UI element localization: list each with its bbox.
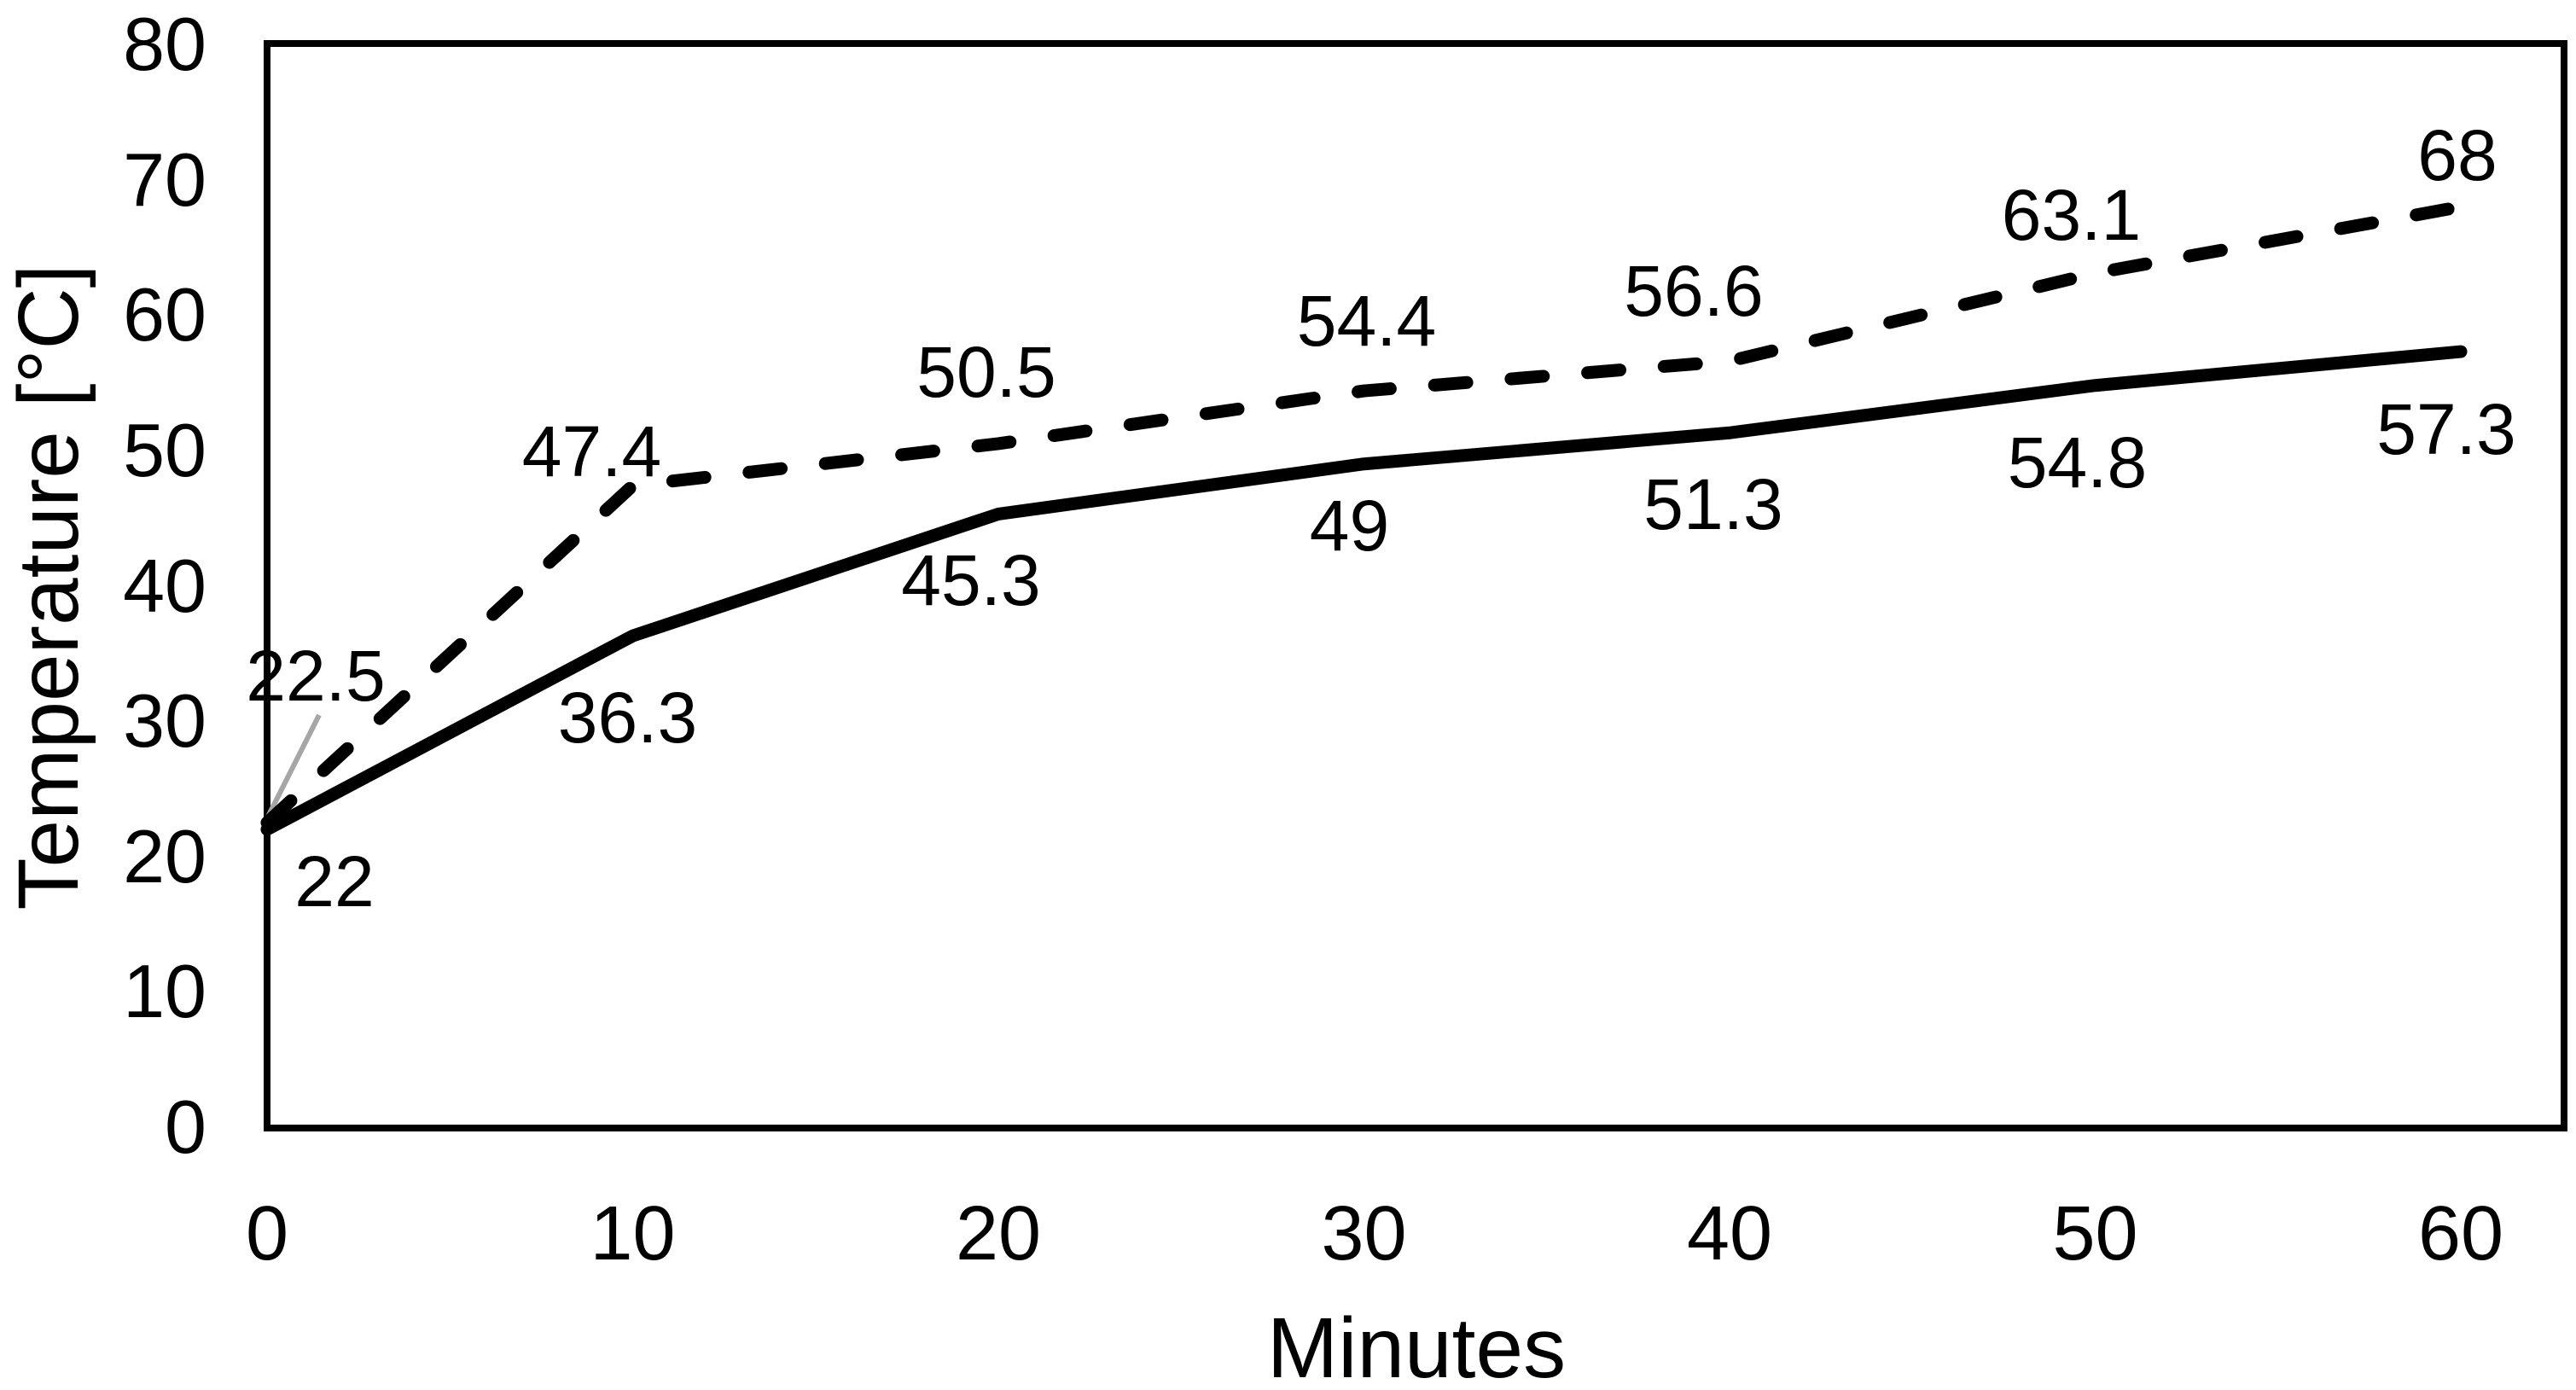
x-axis-tick-label-60: 60	[2417, 1191, 2504, 1277]
y-axis-tick-label-10: 10	[123, 949, 206, 1034]
y-axis-tick-label-40: 40	[123, 543, 206, 628]
y-axis-tick-label-30: 30	[123, 678, 206, 764]
data-label-solid-series-57.3: 57.3	[2376, 389, 2516, 470]
y-axis-tick-label-50: 50	[123, 407, 206, 492]
series-line-solid	[260, 345, 2468, 836]
data-label-solid-series-49: 49	[1309, 485, 1390, 566]
label-leader-line	[263, 713, 322, 823]
y-axis-tick-label-20: 20	[123, 813, 206, 899]
data-label-dashed-series-56.6: 56.6	[1624, 251, 1764, 332]
data-label-dashed-series-22.5: 22.5	[246, 636, 386, 717]
data-label-solid-series-22: 22	[294, 841, 375, 922]
data-label-dashed-series-68: 68	[2417, 115, 2497, 196]
data-label-dashed-series-50.5: 50.5	[916, 331, 1056, 412]
x-axis-tick-label-30: 30	[1321, 1191, 1407, 1277]
x-axis-tick-label-0: 0	[245, 1191, 289, 1277]
data-label-dashed-series-63.1: 63.1	[2001, 175, 2142, 256]
data-label-solid-series-51.3: 51.3	[1643, 464, 1783, 545]
x-axis-tick-label-20: 20	[955, 1191, 1042, 1277]
y-axis-tick-label-60: 60	[123, 272, 206, 358]
y-axis-tick-label-80: 80	[123, 2, 206, 86]
data-label-dashed-series-54.4: 54.4	[1296, 281, 1437, 362]
x-axis-tick-label-50: 50	[2052, 1191, 2138, 1277]
data-label-dashed-series-47.4: 47.4	[521, 411, 662, 492]
y-axis-tick-label-0: 0	[165, 1085, 206, 1169]
data-label-solid-series-45.3: 45.3	[901, 540, 1041, 621]
plot-area-border	[264, 40, 2567, 1131]
y-axis-tick-label-70: 70	[123, 137, 206, 222]
y-axis-title: Temperature [°C]	[1, 264, 96, 910]
x-axis-tick-label-10: 10	[590, 1191, 676, 1277]
x-axis-tick-label-40: 40	[1686, 1191, 1773, 1277]
series-line-dashed	[260, 200, 2468, 829]
data-label-solid-series-36.3: 36.3	[557, 678, 698, 759]
x-axis-title: Minutes	[1266, 1300, 1567, 1390]
data-label-solid-series-54.8: 54.8	[2007, 422, 2148, 503]
